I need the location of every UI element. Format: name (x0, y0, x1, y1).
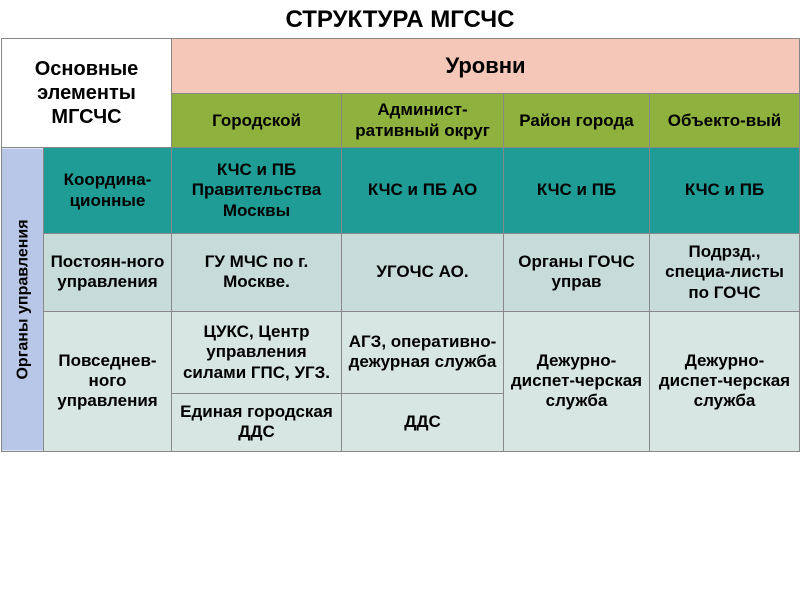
row2-c1: ГУ МЧС по г. Москве. (172, 233, 342, 311)
header-levels: Уровни (172, 39, 800, 94)
row4-c2: ДДС (342, 393, 504, 451)
row3-label: Повседнев-ного управления (44, 311, 172, 451)
row1-c4: КЧС и ПБ (650, 148, 800, 234)
label: элементы (37, 82, 136, 104)
col-admin-okrug: Админист-ративный округ (342, 94, 504, 148)
col-object: Объекто-вый (650, 94, 800, 148)
col-district: Район города (504, 94, 650, 148)
row1-c1: КЧС и ПБ Правительства Москвы (172, 148, 342, 234)
row2-c3: Органы ГОЧС управ (504, 233, 650, 311)
label: МГСЧС (51, 106, 121, 128)
row1-label: Координа-ционные (44, 148, 172, 234)
col-city: Городской (172, 94, 342, 148)
row1-c2: КЧС и ПБ АО (342, 148, 504, 234)
row3-c3: Дежурно-диспет-черская служба (504, 311, 650, 451)
row2-label: Постоян-ного управления (44, 233, 172, 311)
row2-c4: Подрзд., специа-листы по ГОЧС (650, 233, 800, 311)
header-main-elements: Основные элементы МГСЧС (2, 39, 172, 148)
side-label-organs: Органы управления (2, 148, 44, 452)
page-title: СТРУКТУРА МГСЧС (0, 0, 800, 38)
row3-c2: АГЗ, оперативно-дежурная служба (342, 311, 504, 393)
row3-c1: ЦУКС, Центр управления силами ГПС, УГЗ. (172, 311, 342, 393)
row1-c3: КЧС и ПБ (504, 148, 650, 234)
row4-c1: Единая городская ДДС (172, 393, 342, 451)
row2-c2: УГОЧС АО. (342, 233, 504, 311)
structure-table: Основные элементы МГСЧС Уровни Городской… (1, 38, 800, 452)
row3-c4: Дежурно-диспет-черская служба (650, 311, 800, 451)
label: Основные (35, 58, 139, 80)
